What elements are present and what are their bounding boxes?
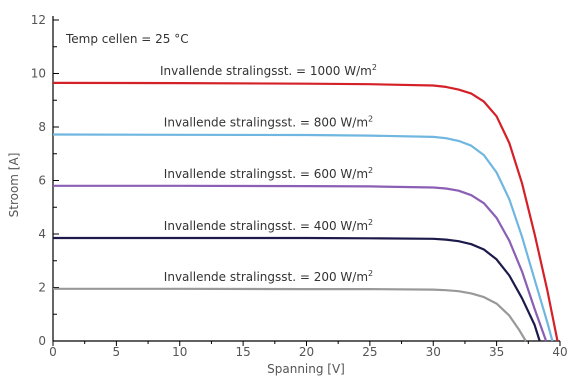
series-label-2: Invallende stralingsst. = 600 W/m2 — [164, 166, 373, 181]
y-tick-label: 4 — [38, 227, 46, 241]
x-tick-label: 0 — [49, 345, 57, 359]
series-labels: Invallende stralingsst. = 1000 W/m2 Inval… — [160, 63, 377, 284]
series-line-4 — [53, 287, 527, 342]
y-tick-label: 0 — [38, 334, 46, 348]
y-axis-title: Stroom [A] — [7, 153, 21, 218]
x-tick-label: 30 — [426, 345, 441, 359]
y-tick-label: 8 — [38, 120, 46, 134]
x-axis-title: Spanning [V] — [267, 362, 345, 376]
y-tick-label: 12 — [31, 13, 46, 27]
series-label-0: Invallende stralingsst. = 1000 W/m2 — [160, 63, 377, 78]
series-label-3: Invallende stralingsst. = 400 W/m2 — [164, 218, 373, 233]
y-tick-label: 10 — [31, 67, 46, 81]
x-tick-label: 10 — [172, 345, 187, 359]
ticks: 0 5 10 15 20 25 30 35 40 0 2 4 6 8 10 12 — [31, 13, 568, 359]
y-tick-label: 6 — [38, 174, 46, 188]
x-tick-label: 40 — [552, 345, 567, 359]
y-tick-label: 2 — [38, 281, 46, 295]
series-line-0 — [52, 81, 559, 342]
series-label-4: Invallende stralingsst. = 200 W/m2 — [164, 269, 373, 284]
series-line-3 — [53, 236, 541, 342]
temperature-annotation: Temp cellen = 25 °C — [65, 32, 189, 46]
series-line-2 — [53, 184, 548, 342]
x-tick-label: 35 — [489, 345, 504, 359]
x-tick-label: 20 — [299, 345, 314, 359]
series-line-1 — [52, 133, 554, 342]
series-label-1: Invallende stralingsst. = 800 W/m2 — [164, 114, 373, 129]
x-tick-label: 5 — [113, 345, 121, 359]
series-group — [52, 81, 559, 342]
x-tick-label: 15 — [235, 345, 250, 359]
x-tick-label: 25 — [362, 345, 377, 359]
